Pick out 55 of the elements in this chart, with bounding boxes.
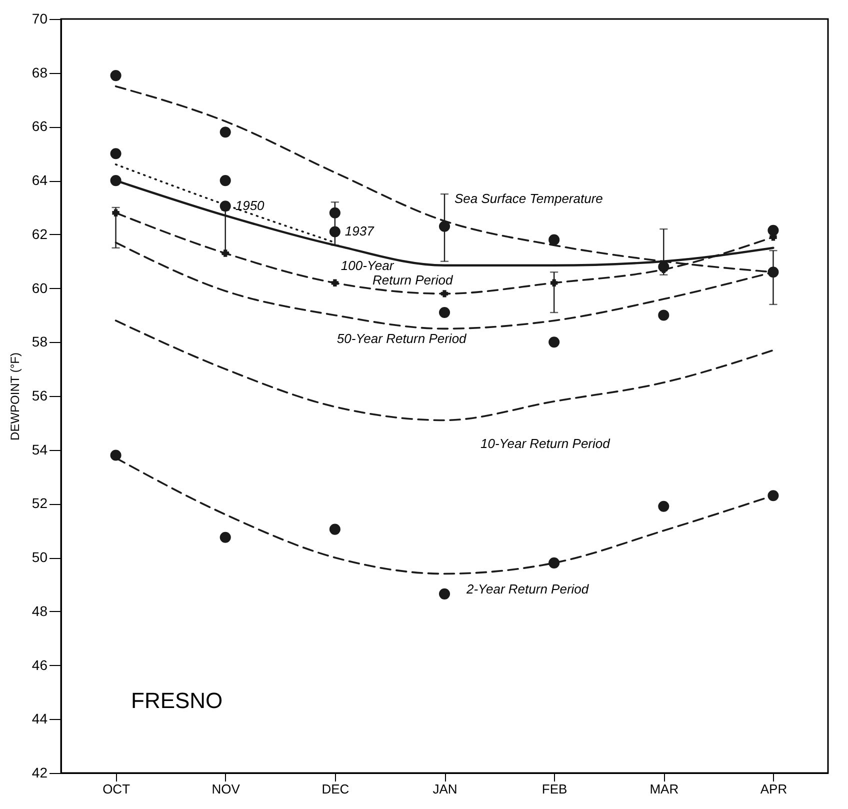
y-tick-label: 48 [32,602,48,619]
point [438,220,450,232]
x-tick-label: MAR [650,782,679,796]
x-tick-label: APR [760,782,788,796]
point [220,126,231,138]
point [220,532,231,543]
point [110,148,122,160]
point [438,307,450,318]
y-tick-label: 50 [32,549,48,566]
annotation: 50-Year Return Period [336,331,468,346]
point [110,175,122,186]
point [331,279,339,287]
point [548,336,560,348]
annotation: FRESNO [131,688,223,713]
y-tick-label: 44 [32,710,48,727]
x-tick-label: NOV [212,782,240,796]
y-tick-label: 42 [32,764,48,780]
y-tick-label: 70 [32,10,48,26]
point [220,200,231,212]
annotation: 1950 [235,198,266,214]
y-tick-label: 54 [32,441,48,458]
annotation: Return Period [372,272,454,288]
line-series [114,320,774,422]
point [548,557,560,568]
y-tick-label: 62 [32,226,48,242]
point [329,524,340,535]
y-tick-label: 52 [32,495,48,512]
point [220,175,231,186]
annotation: 2-Year Return Period [466,582,590,597]
y-tick-label: 58 [32,334,48,350]
annotation: 1937 [344,224,375,239]
point [110,70,122,82]
y-tick-label: 56 [32,388,48,404]
y-tick-label: 68 [32,64,48,80]
y-tick-label: 64 [32,172,48,188]
point [110,450,122,461]
x-tick-label: DEC [322,782,350,796]
y-axis-title: DEWPOINT (°F) [8,352,22,440]
point [440,290,448,298]
y-tick-label: 60 [32,280,48,296]
point [658,500,670,512]
point [768,490,779,502]
x-tick-label: FEB [542,782,568,796]
point [658,310,670,321]
y-tick-label: 66 [32,118,48,134]
annotation: 10-Year Return Period [480,436,611,452]
point [438,588,450,600]
annotation: 100-Year [340,258,394,273]
annotation: Sea Surface Temperature [454,190,603,206]
x-tick-label: JAN [432,782,458,796]
point [548,234,560,246]
x-tick-label: OCT [102,782,130,796]
point [329,207,340,218]
point [768,224,779,236]
y-tick-label: 46 [32,656,48,673]
